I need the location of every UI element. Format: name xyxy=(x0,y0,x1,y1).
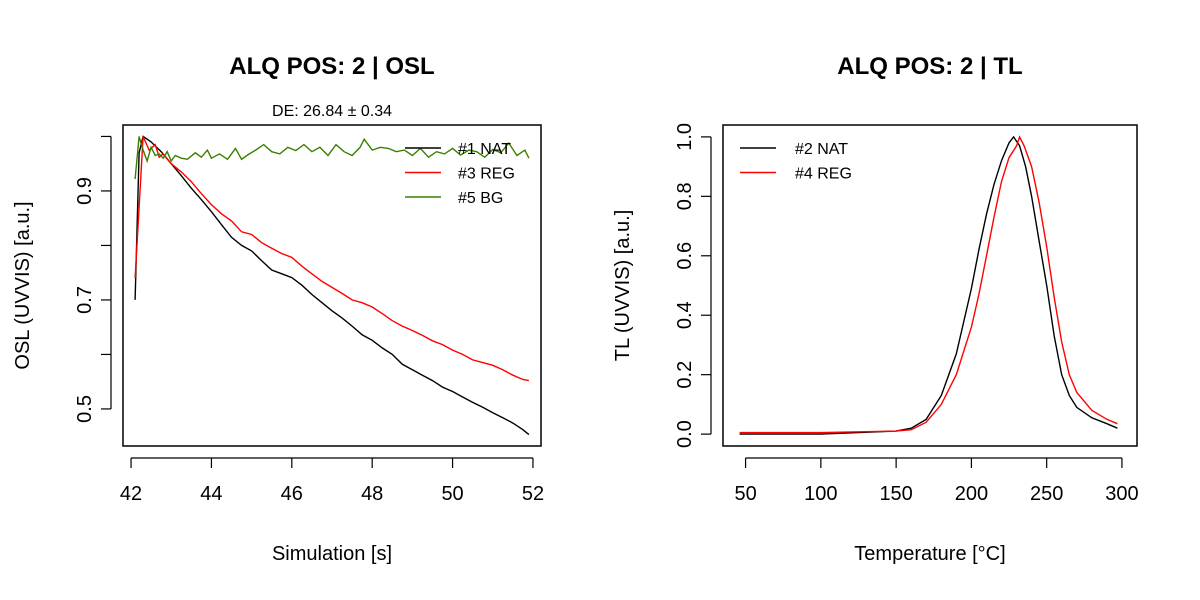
series-line-1-nat xyxy=(134,135,530,436)
legend-label: #1 NAT xyxy=(458,141,511,158)
x-axis-label: Temperature [°C] xyxy=(854,543,1005,565)
x-tick-label: 200 xyxy=(955,483,988,505)
x-tick-label: 44 xyxy=(200,483,222,505)
series-line-3-reg xyxy=(134,136,530,382)
x-tick-label: 50 xyxy=(441,483,463,505)
chart-subtitle: DE: 26.84 ± 0.34 xyxy=(272,103,392,120)
legend-label: #2 NAT xyxy=(795,141,848,158)
y-tick-label: 0.8 xyxy=(674,182,696,210)
legend: #2 NAT #4 REG xyxy=(740,141,852,183)
legend: #1 NAT #3 REG #5 BG xyxy=(405,141,515,207)
x-tick-label: 48 xyxy=(361,483,383,505)
x-tick-label: 250 xyxy=(1030,483,1063,505)
plot-frame xyxy=(722,124,1138,447)
y-axis-label: TL (UVVIS) [a.u.] xyxy=(612,210,634,362)
x-tick-label: 300 xyxy=(1105,483,1138,505)
legend-label: #5 BG xyxy=(458,190,503,207)
y-tick-label: 0.2 xyxy=(674,361,696,389)
y-tick-label: 0.9 xyxy=(74,177,96,205)
plot-panel-tl: ALQ POS: 2 | TL 50 100 150 200 250 300 Temperat… xyxy=(612,53,1139,565)
x-tick-label: 150 xyxy=(879,483,912,505)
chart-title: ALQ POS: 2 | OSL xyxy=(229,53,434,80)
legend-label: #3 REG xyxy=(458,166,515,183)
y-tick-label: 0.0 xyxy=(674,420,696,448)
series-line-5-bg xyxy=(134,136,530,180)
x-tick-label: 100 xyxy=(804,483,837,505)
plot-panel-osl: ALQ POS: 2 | OSL DE: 26.84 ± 0.34 42 44 46 48… xyxy=(12,53,544,565)
series-line-2-nat xyxy=(739,135,1118,435)
series-line-4-reg xyxy=(739,135,1118,434)
plot-frame xyxy=(122,124,542,447)
x-tick-label: 52 xyxy=(522,483,544,505)
y-tick-label: 0.5 xyxy=(74,395,96,423)
y-tick-label: 1.0 xyxy=(674,123,696,151)
y-tick-label: 0.7 xyxy=(74,286,96,314)
y-tick-label: 0.4 xyxy=(674,301,696,329)
x-tick-label: 42 xyxy=(120,483,142,505)
y-axis-label: OSL (UVVIS) [a.u.] xyxy=(12,201,34,369)
x-tick-label: 46 xyxy=(281,483,303,505)
y-tick-label: 0.6 xyxy=(674,242,696,270)
x-axis-label: Simulation [s] xyxy=(272,543,392,565)
legend-label: #4 REG xyxy=(795,166,852,183)
chart-title: ALQ POS: 2 | TL xyxy=(837,53,1022,80)
x-tick-label: 50 xyxy=(734,483,756,505)
